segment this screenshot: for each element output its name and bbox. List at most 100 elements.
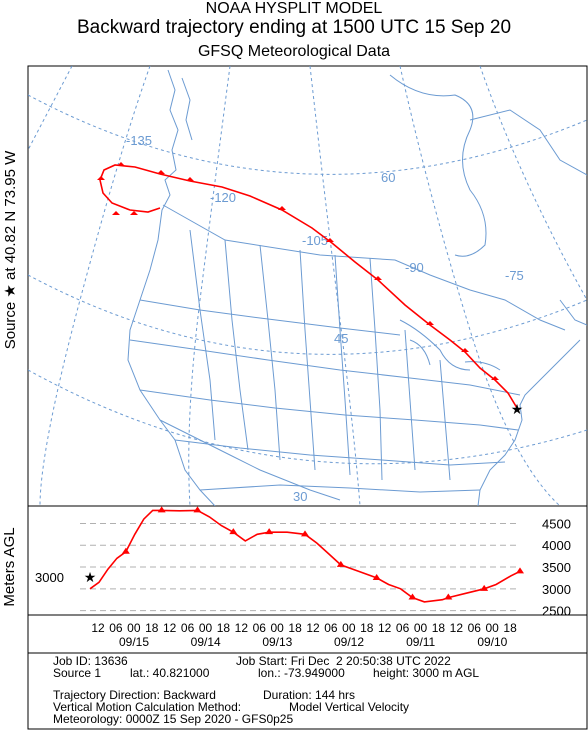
lake-erie bbox=[464, 361, 501, 371]
meridian-line bbox=[479, 66, 587, 301]
date-tick-label: 09/12 bbox=[334, 635, 364, 649]
trajectory-marker bbox=[186, 177, 194, 181]
height-marker bbox=[229, 528, 238, 535]
height-marker bbox=[157, 506, 166, 513]
height-trajectory-line bbox=[89, 509, 521, 603]
start-height-label: 3000 bbox=[35, 570, 64, 585]
trajectory-marker bbox=[326, 238, 334, 242]
graticule bbox=[28, 66, 587, 506]
meridian-line bbox=[39, 66, 151, 506]
coast-islands bbox=[181, 77, 193, 141]
trajectory-marker bbox=[426, 321, 434, 325]
meridian-label: -120 bbox=[210, 190, 236, 205]
date-tick-label: 09/10 bbox=[477, 635, 507, 649]
trajectory-direction: Trajectory Direction: Backward bbox=[53, 688, 216, 702]
height-source-star: ★ bbox=[84, 569, 97, 585]
parallel-label: 30 bbox=[293, 489, 307, 504]
state-line bbox=[334, 254, 351, 476]
hour-tick-label: 12 bbox=[163, 621, 177, 635]
height-tick-label: 4000 bbox=[542, 538, 571, 553]
meridian-label: -90 bbox=[405, 260, 424, 275]
date-tick-label: 09/13 bbox=[262, 635, 292, 649]
hour-tick-label: 00 bbox=[342, 621, 356, 635]
hour-tick-label: 18 bbox=[145, 621, 159, 635]
date-tick-label: 09/11 bbox=[406, 635, 435, 649]
hour-tick-label: 18 bbox=[217, 621, 231, 635]
trajectory-marker bbox=[461, 348, 469, 352]
state-line bbox=[439, 359, 451, 481]
height-marker bbox=[301, 530, 309, 537]
height-tick-label: 3000 bbox=[542, 582, 571, 597]
west-coastline bbox=[127, 69, 216, 506]
map-boundaries bbox=[127, 69, 587, 506]
height-tick-label: 3500 bbox=[542, 560, 571, 575]
height-marker bbox=[516, 567, 524, 574]
hour-tick-label: 06 bbox=[253, 621, 267, 635]
meridian-label: -135 bbox=[126, 133, 152, 148]
height-marker bbox=[408, 593, 417, 600]
duration: Duration: 144 hrs bbox=[263, 688, 356, 702]
labrador-coast bbox=[469, 109, 587, 176]
source-number: Source 1 bbox=[53, 666, 102, 680]
date-tick-label: 09/15 bbox=[119, 635, 149, 649]
map-trajectory-markers bbox=[97, 162, 499, 380]
state-line bbox=[199, 484, 481, 493]
hour-tick-label: 00 bbox=[270, 621, 284, 635]
height-marker bbox=[265, 528, 274, 535]
parallel-line bbox=[28, 369, 587, 465]
map-panel-frame bbox=[27, 65, 588, 507]
source-location-label: Source ★ at 40.82 N 73.95 W bbox=[2, 150, 19, 349]
job-id: Job ID: 13636 bbox=[53, 654, 128, 668]
source-lat: lat.: 40.821000 bbox=[130, 666, 210, 680]
hour-tick-label: 12 bbox=[378, 621, 392, 635]
height-marker bbox=[480, 584, 489, 591]
parallel-line bbox=[28, 274, 587, 355]
state-line bbox=[259, 244, 281, 461]
graticule-labels: -135 -120 -105 -90 -75 60 45 30 bbox=[126, 133, 524, 504]
height-gridlines bbox=[80, 522, 520, 612]
height-tick-labels: 2500 3000 3500 4000 4500 bbox=[542, 516, 571, 618]
title-line-3: GFSQ Meteorological Data bbox=[197, 43, 391, 60]
hour-tick-label: 18 bbox=[503, 621, 517, 635]
height-trajectory-markers bbox=[121, 506, 524, 600]
hour-tick-label: 12 bbox=[450, 621, 464, 635]
trajectory-marker bbox=[491, 376, 499, 380]
parallel-line bbox=[28, 94, 587, 175]
state-line bbox=[139, 299, 401, 336]
height-panel: Meters AGL 3000 2500 3000 3500 4000 4500 ★ 1… bbox=[1, 506, 571, 649]
state-line bbox=[129, 339, 521, 396]
meridian-line bbox=[28, 66, 73, 151]
hour-tick-label: 00 bbox=[414, 621, 428, 635]
vertical-motion-value: Model Vertical Velocity bbox=[289, 700, 410, 714]
parallel-label: 60 bbox=[381, 170, 395, 185]
info-panel-frame bbox=[27, 652, 588, 730]
great-lakes bbox=[399, 319, 471, 371]
hour-tick-label: 06 bbox=[396, 621, 410, 635]
state-line bbox=[369, 257, 383, 481]
map-area: -135 -120 -105 -90 -75 60 45 30 ★ bbox=[28, 66, 587, 506]
meridian-label: -105 bbox=[302, 233, 328, 248]
trajectory-marker bbox=[157, 170, 165, 174]
map-trajectory-line bbox=[99, 164, 518, 409]
job-start: Job Start: Fri Dec 2 20:50:38 UTC 2022 bbox=[236, 654, 451, 668]
meridian-line bbox=[399, 66, 561, 506]
maritime-coast bbox=[559, 299, 587, 326]
hudson-bay-coast bbox=[389, 74, 487, 257]
hour-tick-label: 00 bbox=[199, 621, 213, 635]
state-line bbox=[224, 239, 249, 451]
height-marker bbox=[336, 560, 345, 567]
vertical-motion-method: Vertical Motion Calculation Method: bbox=[53, 700, 242, 714]
date-tick-label: 09/14 bbox=[191, 635, 221, 649]
trajectory-marker bbox=[278, 206, 286, 210]
title-line-2: Backward trajectory ending at 1500 UTC 1… bbox=[76, 17, 512, 38]
state-line bbox=[189, 229, 216, 441]
hour-tick-label: 06 bbox=[181, 621, 195, 635]
hour-tick-label: 18 bbox=[432, 621, 446, 635]
height-marker bbox=[193, 506, 202, 513]
trajectory-marker bbox=[112, 211, 120, 215]
height-marker bbox=[444, 593, 453, 600]
trajectory-marker bbox=[130, 211, 138, 215]
state-line bbox=[174, 439, 506, 466]
hour-tick-label: 12 bbox=[235, 621, 249, 635]
hour-tick-label: 18 bbox=[360, 621, 374, 635]
